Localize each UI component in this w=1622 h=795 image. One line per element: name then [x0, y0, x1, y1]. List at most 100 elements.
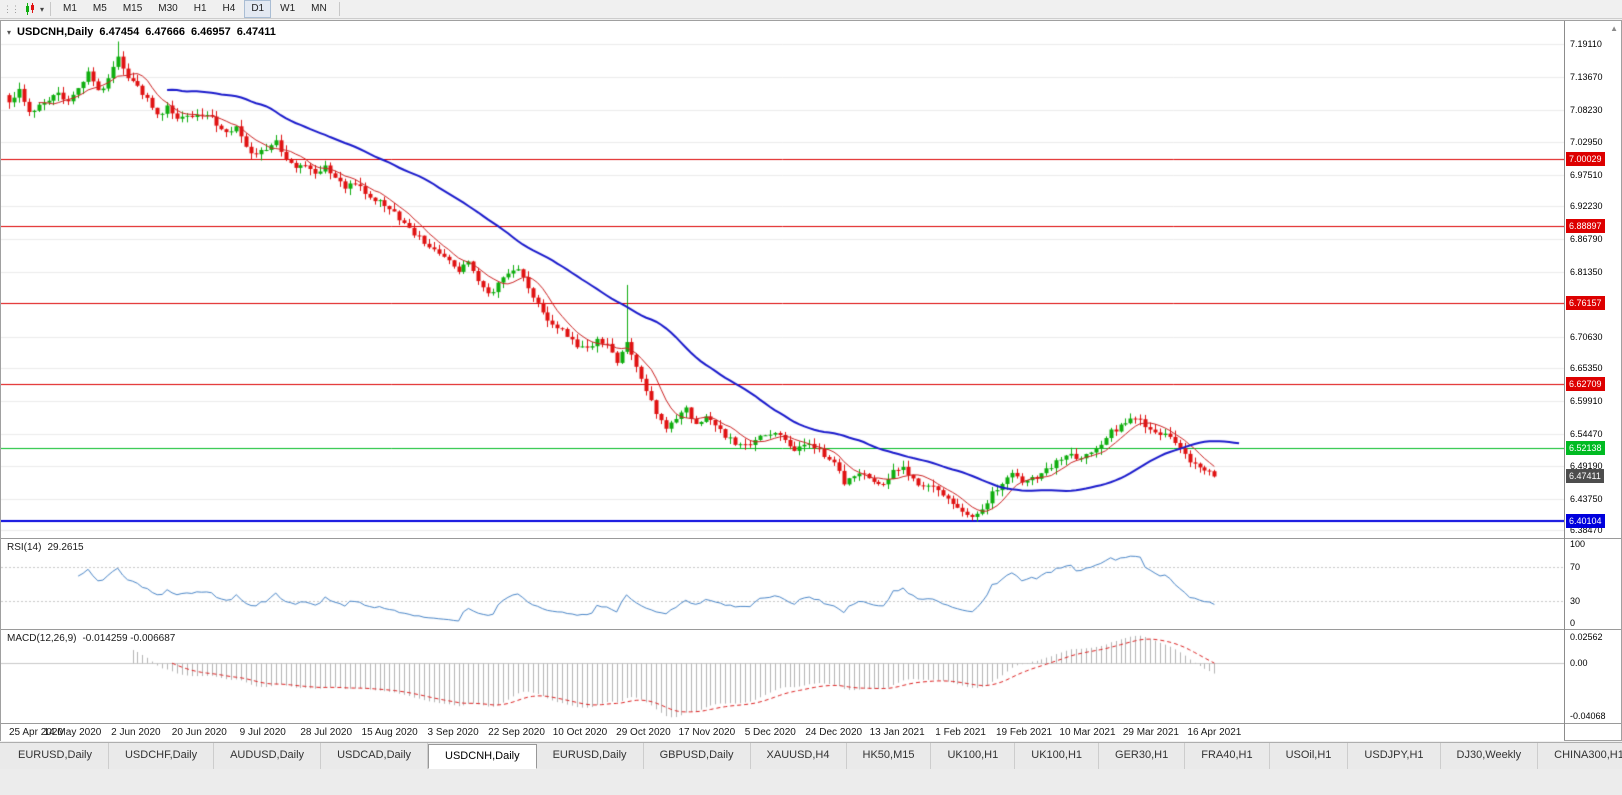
date-tick-label: 29 Oct 2020	[616, 727, 671, 738]
date-tick-label: 17 Nov 2020	[678, 727, 736, 738]
top-toolbar: ⋮⋮ ▾ M1 M5 M15 M30 H1 H4 D1 W1 MN	[0, 0, 1622, 19]
line-price-label: 7.00029	[1566, 152, 1605, 167]
chart-symbol-label: USDCNH,Daily	[17, 26, 94, 38]
date-tick-label: 22 Sep 2020	[488, 727, 545, 738]
price-tick-label: 6.65350	[1570, 363, 1603, 374]
timeframe-button-group: M1 M5 M15 M30 H1 H4 D1 W1 MN	[55, 0, 335, 18]
timeframe-button-mn[interactable]: MN	[311, 3, 327, 14]
line-price-label: 6.76157	[1566, 296, 1605, 311]
timeframe-button-m5[interactable]: M5	[92, 3, 107, 14]
macd-name: MACD(12,26,9)	[7, 633, 77, 644]
chart-tab-china300-h1[interactable]: CHINA300,H1	[1538, 743, 1622, 769]
price-axis-separator	[1564, 21, 1565, 740]
date-tick-label: 13 Jan 2021	[869, 727, 925, 738]
window-bottom-strip	[0, 769, 1622, 795]
ohlc-open-value: 6.47454	[99, 26, 140, 38]
candlestick-glyph	[26, 3, 34, 15]
rsi-canvas[interactable]	[1, 539, 1564, 629]
price-tick-label: 7.13670	[1570, 72, 1603, 83]
chart-tab-ger30-h1[interactable]: GER30,H1	[1099, 743, 1186, 769]
timeframe-button-m1[interactable]: M1	[63, 3, 77, 14]
macd-axis-label: 0.00	[1570, 658, 1588, 669]
date-tick-label: 5 Dec 2020	[744, 727, 796, 738]
pane-separator[interactable]	[1, 629, 1621, 630]
date-tick-label: 19 Feb 2021	[995, 727, 1053, 738]
rsi-value: 29.2615	[47, 542, 84, 553]
rsi-axis-label: 30	[1570, 596, 1581, 607]
rsi-indicator-label: RSI(14) 29.2615	[7, 542, 84, 553]
rsi-name: RSI(14)	[7, 542, 42, 553]
timeframe-button-m15[interactable]: M15	[122, 3, 143, 14]
chart-tab-uk100-h1[interactable]: UK100,H1	[931, 743, 1016, 769]
price-tick-label: 6.81350	[1570, 266, 1603, 277]
timeframe-button-w1[interactable]: W1	[280, 3, 296, 14]
price-tick-label: 6.59910	[1570, 396, 1603, 407]
chart-title: ▾ USDCNH,Daily 6.47454 6.47666 6.46957 6…	[7, 26, 276, 38]
price-axis-rsi[interactable]: 100 70 30 0	[1565, 539, 1620, 629]
timeframe-button-m30[interactable]: M30	[158, 3, 178, 14]
date-tick-label: 25 Apr 2020	[9, 727, 63, 738]
scroll-up-icon[interactable]: ▲	[1610, 24, 1618, 33]
price-axis-main[interactable]: 7.19110 7.13670 7.08230 7.02950 6.97510 6.922…	[1565, 21, 1620, 538]
chart-menu-icon[interactable]: ▾	[7, 27, 12, 37]
toolbar-separator	[338, 2, 340, 16]
chart-type-icon[interactable]	[22, 2, 38, 16]
chart-tab-eurusd-daily[interactable]: EURUSD,Daily	[2, 743, 109, 769]
line-price-label: 6.52138	[1566, 440, 1605, 455]
macd-canvas[interactable]	[1, 630, 1564, 723]
price-tick-label: 6.86790	[1570, 234, 1603, 245]
date-tick-label: 10 Oct 2020	[552, 727, 608, 738]
date-tick-label: 28 Jul 2020	[300, 727, 353, 738]
chart-tab-usdcnh-daily[interactable]: USDCNH,Daily	[428, 744, 537, 769]
pane-separator	[1, 723, 1621, 724]
rsi-axis-label: 70	[1570, 561, 1581, 572]
price-tick-label: 6.70630	[1570, 331, 1603, 342]
timeframe-button-h4[interactable]: H4	[222, 3, 236, 14]
current-price-label: 6.47411	[1566, 469, 1604, 484]
ohlc-close-value: 6.47411	[236, 26, 276, 38]
price-tick-label: 7.19110	[1570, 39, 1602, 50]
rsi-axis-label: 100	[1570, 539, 1586, 549]
price-tick-label: 6.43750	[1570, 493, 1603, 504]
line-price-label: 6.88897	[1566, 219, 1605, 234]
price-axis-macd[interactable]: 0.02562 0.00 -0.04068	[1565, 630, 1620, 723]
chart-tab-usdchf-daily[interactable]: USDCHF,Daily	[109, 743, 215, 769]
chart-tab-usdcad-daily[interactable]: USDCAD,Daily	[321, 743, 429, 769]
chart-tab-xauusd-h4[interactable]: XAUUSD,H4	[751, 743, 847, 769]
chart-tab-audusd-daily[interactable]: AUDUSD,Daily	[214, 743, 322, 769]
price-chart-canvas[interactable]	[1, 21, 1564, 538]
chart-tab-usoil-h1[interactable]: USOil,H1	[1270, 743, 1349, 769]
macd-indicator-label: MACD(12,26,9) -0.014259 -0.006687	[7, 633, 175, 644]
ohlc-high-value: 6.47666	[145, 26, 185, 38]
chart-tab-usdjpy-h1[interactable]: USDJPY,H1	[1348, 743, 1441, 769]
chart-tab-eurusd-daily[interactable]: EURUSD,Daily	[537, 743, 644, 769]
pane-separator[interactable]	[1, 538, 1621, 539]
timeframe-button-d1[interactable]: D1	[244, 0, 272, 18]
chart-tab-dj30-weekly[interactable]: DJ30,Weekly	[1441, 743, 1539, 769]
date-axis[interactable]: 25 Apr 2020 14 May 2020 2 Jun 2020 20 Jun 2…	[1, 724, 1564, 741]
chart-window: 25 Apr 2020 14 May 2020 2 Jun 2020 20 Jun 2…	[0, 20, 1622, 741]
date-tick-label: 24 Dec 2020	[805, 727, 863, 738]
macd-axis-label: -0.04068	[1570, 711, 1606, 721]
date-tick-label: 29 Mar 2021	[1122, 727, 1179, 738]
toolbar-grip[interactable]: ⋮⋮	[3, 3, 20, 14]
chart-type-dropdown-icon[interactable]: ▾	[40, 4, 45, 14]
price-tick-label: 6.38470	[1570, 525, 1603, 536]
date-tick-label: 16 Apr 2021	[1187, 727, 1242, 738]
toolbar-separator	[50, 2, 52, 16]
date-tick-label: 20 Jun 2020	[171, 727, 227, 738]
date-tick-label: 9 Jul 2020	[239, 727, 286, 738]
line-price-label: 6.62709	[1566, 377, 1605, 392]
date-tick-label: 3 Sep 2020	[427, 727, 479, 738]
date-tick-label: 10 Mar 2021	[1059, 727, 1116, 738]
price-tick-label: 6.97510	[1570, 169, 1603, 180]
ohlc-low-value: 6.46957	[190, 26, 231, 38]
date-tick-label: 14 May 2020	[43, 727, 102, 738]
chart-tab-hk50-m15[interactable]: HK50,M15	[847, 743, 932, 769]
date-tick-label: 15 Aug 2020	[361, 727, 418, 738]
chart-tab-fra40-h1[interactable]: FRA40,H1	[1185, 743, 1270, 769]
chart-tab-gbpusd-daily[interactable]: GBPUSD,Daily	[644, 743, 751, 769]
chart-tab-uk100-h1[interactable]: UK100,H1	[1015, 743, 1100, 769]
line-price-label: 6.40104	[1566, 513, 1605, 528]
timeframe-button-h1[interactable]: H1	[193, 3, 207, 14]
